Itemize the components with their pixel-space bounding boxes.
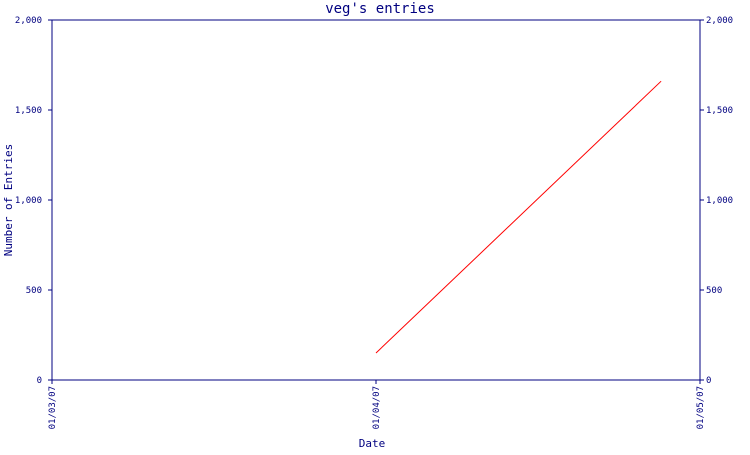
y-tick-label-right: 1,000 <box>706 196 733 206</box>
y-tick-label-right: 500 <box>706 286 722 296</box>
y-axis-right: 0 500 1,000 1,500 2,000 <box>700 16 733 386</box>
x-tick-label: 01/05/07 <box>696 386 706 429</box>
series-line <box>375 80 662 354</box>
y-tick-label-left: 1,000 <box>15 196 42 206</box>
y-axis-left: 0 500 1,000 1,500 2,000 <box>15 16 52 386</box>
y-tick-label-left: 0 <box>37 376 42 386</box>
x-tick-label: 01/03/07 <box>48 386 58 429</box>
y-tick-label-right: 1,500 <box>706 106 733 116</box>
y-tick-label-left: 500 <box>26 286 42 296</box>
plot-area <box>51 19 701 381</box>
y-tick-label-left: 1,500 <box>15 106 42 116</box>
x-axis-label: Date <box>359 437 386 450</box>
y-axis-label: Number of Entries <box>2 144 15 257</box>
y-tick-label-right: 2,000 <box>706 16 733 26</box>
y-tick-label-right: 0 <box>706 376 711 386</box>
x-tick-label: 01/04/07 <box>372 386 382 429</box>
series-group <box>375 80 662 354</box>
chart-title: veg's entries <box>325 1 435 17</box>
y-tick-label-left: 2,000 <box>15 16 42 26</box>
x-axis: 01/03/07 01/04/07 01/05/07 <box>48 380 706 429</box>
